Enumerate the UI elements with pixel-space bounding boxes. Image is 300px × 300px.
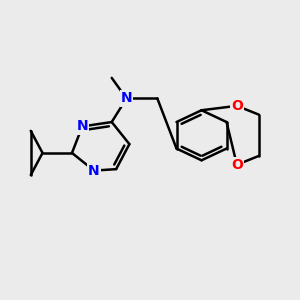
Text: N: N — [76, 119, 88, 134]
Text: O: O — [231, 99, 243, 113]
Text: O: O — [231, 158, 243, 172]
Text: N: N — [88, 164, 100, 178]
Text: N: N — [121, 92, 132, 106]
